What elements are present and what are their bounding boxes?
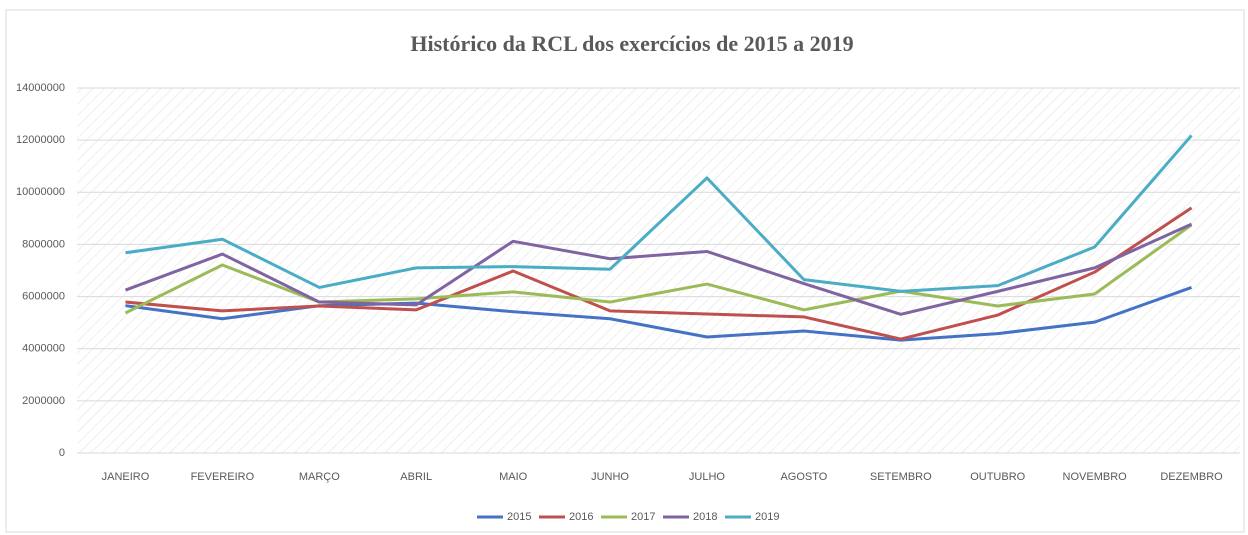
legend-label: 2017 — [631, 511, 655, 523]
y-tick-label: 14000000 — [16, 82, 65, 94]
y-tick-label: 12000000 — [16, 134, 65, 146]
legend-label: 2015 — [507, 511, 531, 523]
x-tick-label: ABRIL — [400, 471, 432, 483]
chart-title: Histórico da RCL dos exercícios de 2015 … — [410, 31, 853, 56]
x-tick-label: JANEIRO — [102, 471, 150, 483]
x-tick-label: JULHO — [689, 471, 726, 483]
y-tick-label: 8000000 — [22, 238, 65, 250]
legend-label: 2016 — [569, 511, 593, 523]
legend-label: 2019 — [755, 511, 779, 523]
x-tick-label: OUTUBRO — [970, 471, 1025, 483]
x-tick-label: NOVEMBRO — [1063, 471, 1128, 483]
series-line — [125, 134, 1193, 293]
plot-area — [77, 88, 1240, 453]
y-tick-label: 0 — [59, 447, 65, 459]
y-tick-label: 6000000 — [22, 290, 65, 302]
series-line — [125, 206, 1193, 341]
x-tick-label: MARÇO — [299, 471, 340, 483]
x-tick-label: MAIO — [499, 471, 528, 483]
x-tick-label: JUNHO — [591, 471, 629, 483]
series-line — [124, 222, 1193, 316]
legend-label: 2018 — [693, 511, 717, 523]
x-tick-label: SETEMBRO — [870, 471, 932, 483]
x-tick-label: FEVEREIRO — [191, 471, 255, 483]
y-tick-label: 4000000 — [22, 343, 65, 355]
series-line — [124, 223, 1193, 315]
y-tick-label: 10000000 — [16, 186, 65, 198]
x-tick-label: DEZEMBRO — [1160, 471, 1223, 483]
y-tick-label: 2000000 — [22, 395, 65, 407]
x-tick-label: AGOSTO — [780, 471, 827, 483]
